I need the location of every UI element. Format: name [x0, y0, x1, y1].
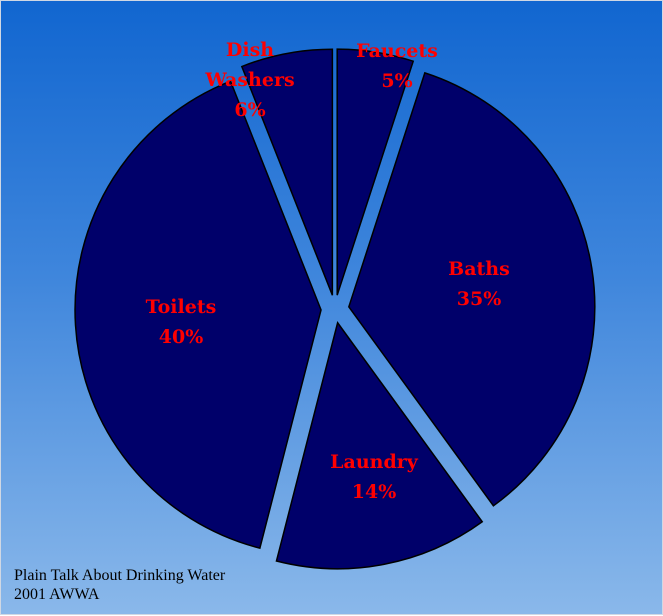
- slice-label-toilets-percent: 40%: [159, 326, 204, 348]
- slice-label-laundry-percent: 14%: [352, 481, 397, 503]
- pie-slice-baths: [347, 71, 596, 507]
- pie-slice-dish-washers: [240, 48, 334, 296]
- slice-label-toilets-name: Toilets: [146, 296, 217, 318]
- source-year: 2001 AWWA: [14, 586, 100, 603]
- slice-label-faucets-name: Faucets: [356, 40, 438, 62]
- slice-label-laundry-name: Laundry: [330, 451, 419, 473]
- pie-slice-toilets: [74, 80, 322, 550]
- slice-label-faucets-percent: 5%: [381, 70, 412, 92]
- source-note: Plain Talk About Drinking Water 2001 AWW…: [14, 566, 225, 604]
- slice-label-dish-washers-name: Dish: [226, 39, 274, 61]
- slice-label-dish-washers-name: Washers: [204, 69, 294, 91]
- pie-slice-laundry: [275, 321, 484, 570]
- slice-label-baths-percent: 35%: [457, 288, 502, 310]
- slice-label-baths-name: Baths: [448, 258, 510, 280]
- source-title: Plain Talk About Drinking Water: [14, 567, 226, 584]
- pie-slice-faucets: [336, 48, 415, 296]
- slice-label-dish-washers-percent: 6%: [234, 99, 265, 121]
